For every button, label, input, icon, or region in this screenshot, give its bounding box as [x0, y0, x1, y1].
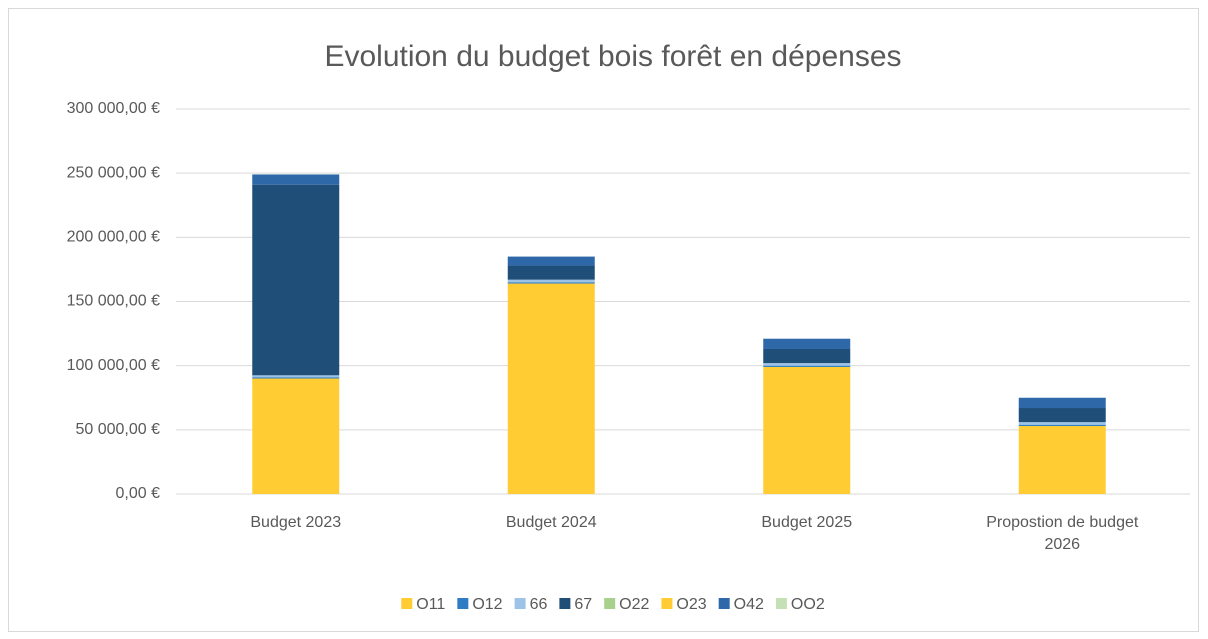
y-tick-label: 300 000,00 € — [67, 100, 161, 117]
legend-label: O11 — [416, 596, 445, 613]
legend-label: O42 — [734, 596, 764, 613]
chart-border — [8, 8, 1199, 632]
bar-segment — [1018, 408, 1106, 423]
legend-label: OO2 — [791, 596, 825, 613]
legend-swatch — [775, 598, 787, 609]
legend-swatch — [457, 598, 469, 609]
x-tick-label: Budget 2023 — [250, 514, 342, 531]
x-tick-label: Budget 2024 — [505, 514, 597, 531]
bar-segment — [763, 366, 851, 494]
bar-segment — [763, 348, 851, 364]
bar-segment — [507, 283, 595, 494]
x-tick-label: Budget 2025 — [761, 514, 853, 531]
bar-segment — [252, 375, 340, 378]
legend-label: O23 — [676, 596, 706, 613]
bar-segment — [252, 377, 340, 379]
legend-swatch — [401, 598, 413, 609]
x-tick-label: Propostion de budget 2026 — [986, 514, 1139, 553]
bar-segment — [507, 282, 595, 284]
bar-segment — [507, 256, 595, 266]
y-tick-label: 250 000,00 € — [67, 164, 161, 181]
legend-label: 67 — [574, 596, 592, 613]
legend-swatch — [604, 598, 616, 609]
bar-segment — [763, 338, 851, 349]
bar-segment — [252, 184, 340, 376]
y-tick-label: 200 000,00 € — [67, 229, 161, 246]
legend-swatch — [661, 598, 673, 609]
legend-label: O12 — [472, 596, 502, 613]
bar-segment — [1018, 424, 1106, 426]
bar-segment — [507, 279, 595, 283]
bar-segment — [763, 363, 851, 366]
legend-swatch — [514, 598, 526, 609]
y-tick-label: 100 000,00 € — [67, 357, 161, 374]
bar-segment — [1018, 422, 1106, 425]
legend-swatch — [559, 598, 571, 609]
bar-segment — [252, 174, 340, 185]
legend-label: O22 — [619, 596, 649, 613]
bar-segment — [507, 265, 595, 280]
bar-segment — [1018, 397, 1106, 409]
bar-segment — [763, 365, 851, 367]
chart-title: Evolution du budget bois forêt en dépens… — [324, 40, 901, 73]
legend-swatch — [718, 598, 730, 609]
legend-label: 66 — [530, 596, 548, 613]
bar-segment — [1018, 425, 1106, 494]
y-tick-label: 50 000,00 € — [75, 421, 160, 438]
bar-segment — [252, 378, 340, 494]
y-tick-label: 0,00 € — [116, 485, 161, 502]
y-tick-label: 150 000,00 € — [67, 293, 161, 310]
